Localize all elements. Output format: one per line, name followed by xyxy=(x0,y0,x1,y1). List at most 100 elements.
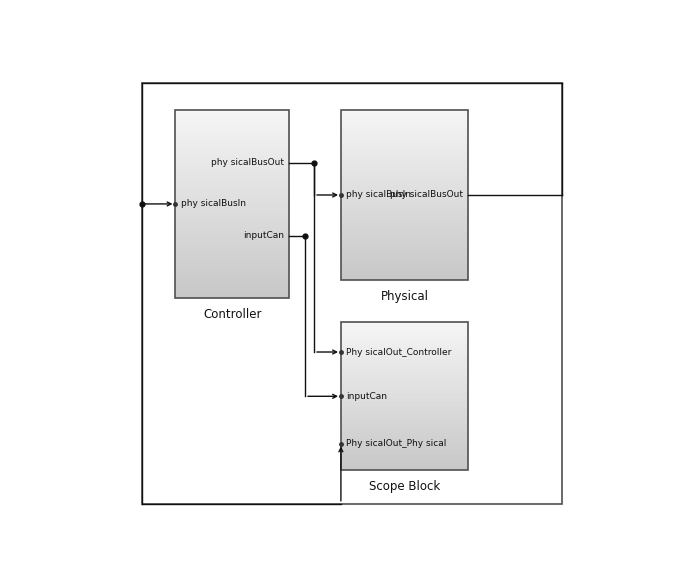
Bar xyxy=(341,182,469,184)
Bar xyxy=(175,173,289,175)
Bar xyxy=(175,122,289,124)
Bar xyxy=(175,150,289,152)
Text: Phy sicalOut_Controller: Phy sicalOut_Controller xyxy=(346,347,451,357)
Bar xyxy=(341,404,469,406)
Bar xyxy=(341,155,469,157)
Text: phy sicalBusOut: phy sicalBusOut xyxy=(390,191,463,199)
Bar xyxy=(341,409,469,411)
Bar xyxy=(175,244,289,246)
Bar xyxy=(341,437,469,439)
Bar xyxy=(341,376,469,378)
Bar xyxy=(341,135,469,138)
Bar xyxy=(341,332,469,333)
Bar xyxy=(341,346,469,349)
Bar xyxy=(341,333,469,335)
Bar xyxy=(341,267,469,270)
Bar xyxy=(175,195,289,197)
Bar xyxy=(175,148,289,150)
Bar xyxy=(175,131,289,134)
Bar xyxy=(175,260,289,263)
Bar xyxy=(341,443,469,444)
Bar xyxy=(341,246,469,248)
Bar xyxy=(175,286,289,289)
Bar xyxy=(341,193,469,195)
Bar xyxy=(175,199,289,202)
Bar xyxy=(341,265,469,267)
Bar xyxy=(175,185,289,188)
Bar xyxy=(341,216,469,218)
Bar xyxy=(341,208,469,210)
Bar xyxy=(341,254,469,257)
Bar xyxy=(341,176,469,178)
Bar xyxy=(175,181,289,183)
Bar xyxy=(175,192,289,195)
Bar xyxy=(341,387,469,389)
Bar xyxy=(341,400,469,402)
Bar xyxy=(341,368,469,371)
Bar xyxy=(175,159,289,162)
Bar xyxy=(341,393,469,394)
Bar xyxy=(341,468,469,470)
Bar xyxy=(341,396,469,398)
Bar xyxy=(341,239,469,242)
Bar xyxy=(175,223,289,225)
Bar xyxy=(175,281,289,284)
Bar xyxy=(341,278,469,280)
Bar xyxy=(341,203,469,206)
Bar xyxy=(341,257,469,259)
Bar xyxy=(341,429,469,431)
Bar xyxy=(341,354,469,356)
Bar xyxy=(175,216,289,218)
Bar xyxy=(175,289,289,291)
Bar xyxy=(175,293,289,296)
Text: phy sicalBusIn: phy sicalBusIn xyxy=(181,199,246,209)
Bar xyxy=(175,270,289,272)
Bar xyxy=(341,356,469,357)
Bar xyxy=(175,127,289,129)
Bar xyxy=(341,459,469,461)
Bar xyxy=(341,398,469,400)
Bar xyxy=(341,110,469,280)
Bar xyxy=(341,402,469,404)
Bar xyxy=(175,138,289,141)
Bar xyxy=(341,341,469,343)
Bar xyxy=(341,448,469,450)
Bar xyxy=(175,183,289,185)
Bar xyxy=(341,134,469,135)
Bar xyxy=(341,446,469,448)
Bar xyxy=(175,225,289,227)
Text: phy sicalBusIn: phy sicalBusIn xyxy=(346,191,412,199)
Bar xyxy=(341,367,469,368)
Bar xyxy=(341,263,469,265)
Bar xyxy=(175,284,289,286)
Bar xyxy=(175,119,289,122)
Bar xyxy=(341,322,469,470)
Bar xyxy=(341,189,469,191)
Bar xyxy=(175,249,289,251)
Text: Scope Block: Scope Block xyxy=(369,480,440,493)
Text: Physical: Physical xyxy=(381,290,429,303)
Bar xyxy=(175,277,289,279)
Bar xyxy=(341,165,469,167)
Bar xyxy=(341,242,469,244)
Bar xyxy=(341,157,469,159)
Bar xyxy=(341,328,469,330)
Text: Phy sicalOut_Phy sical: Phy sicalOut_Phy sical xyxy=(346,439,447,448)
Bar xyxy=(341,167,469,170)
Bar xyxy=(175,141,289,143)
Bar xyxy=(175,209,289,211)
Bar xyxy=(341,187,469,189)
Bar xyxy=(341,380,469,382)
Bar xyxy=(341,371,469,372)
Bar xyxy=(341,444,469,446)
Bar xyxy=(341,223,469,225)
Bar xyxy=(175,197,289,199)
Bar xyxy=(175,251,289,253)
Bar xyxy=(341,248,469,250)
Text: inputCan: inputCan xyxy=(346,392,387,401)
Bar xyxy=(341,352,469,354)
Text: phy sicalBusOut: phy sicalBusOut xyxy=(211,158,284,167)
Bar xyxy=(341,467,469,468)
Bar xyxy=(341,450,469,451)
Bar xyxy=(175,166,289,168)
